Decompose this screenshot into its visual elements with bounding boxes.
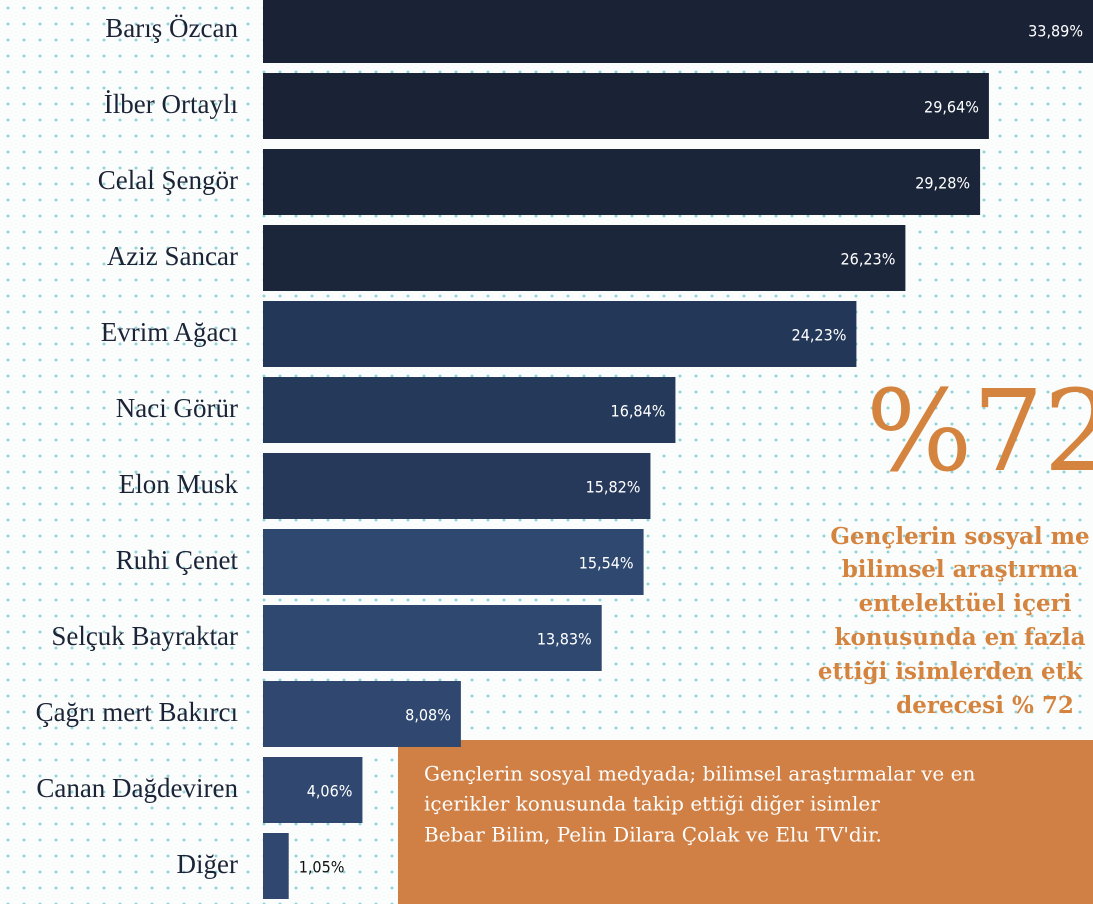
value-label: 24,23% <box>792 326 847 345</box>
bar <box>263 681 461 747</box>
highlight-text: derecesi % 72 <box>896 692 1074 719</box>
note-box <box>398 740 1093 904</box>
bar <box>263 377 676 443</box>
highlight-text: konusunda en fazla <box>835 624 1086 651</box>
highlight-text: ettiği isimlerden etk <box>818 658 1083 685</box>
note-text: Bebar Bilim, Pelin Dilara Çolak ve Elu T… <box>424 823 882 847</box>
category-label: Diğer <box>177 849 238 879</box>
category-label: Aziz Sancar <box>107 241 238 271</box>
note-text: Gençlerin sosyal medyada; bilimsel araşt… <box>424 762 975 786</box>
highlight-text: entelektüel içeri <box>859 590 1072 617</box>
value-label: 4,06% <box>307 782 353 801</box>
category-label: Naci Görür <box>116 393 238 423</box>
note-text: içerikler konusunda takip ettiği diğer i… <box>424 792 880 816</box>
category-label: Evrim Ağacı <box>101 317 238 347</box>
bar <box>263 453 651 519</box>
bar <box>263 73 989 139</box>
category-label: İlber Ortaylı <box>104 89 238 119</box>
category-label: Çağrı mert Bakırcı <box>36 697 238 727</box>
category-label: Elon Musk <box>119 469 239 499</box>
category-label: Barış Özcan <box>105 13 238 43</box>
value-label: 16,84% <box>611 402 666 421</box>
value-label: 29,64% <box>924 98 979 117</box>
value-label: 13,83% <box>537 630 592 649</box>
bar <box>263 301 857 367</box>
bar <box>263 529 644 595</box>
bar <box>263 225 906 291</box>
value-label: 1,05% <box>299 858 345 877</box>
bar <box>263 833 289 899</box>
bar <box>263 149 981 215</box>
highlight-text: bilimsel araştırma <box>842 556 1079 583</box>
value-label: 33,89% <box>1028 22 1083 41</box>
bar <box>263 0 1093 63</box>
category-label: Selçuk Bayraktar <box>51 621 238 651</box>
category-label: Celal Şengör <box>98 165 238 195</box>
category-label: Canan Dağdeviren <box>36 773 238 803</box>
highlight-number: %72 <box>866 367 1093 497</box>
highlight-text: Gençlerin sosyal me <box>830 523 1089 550</box>
value-label: 26,23% <box>841 250 896 269</box>
value-label: 29,28% <box>915 174 970 193</box>
value-label: 15,54% <box>579 554 634 573</box>
bar <box>263 757 363 823</box>
bar <box>263 605 602 671</box>
value-label: 15,82% <box>586 478 641 497</box>
value-label: 8,08% <box>405 706 451 725</box>
category-label: Ruhi Çenet <box>116 545 239 575</box>
